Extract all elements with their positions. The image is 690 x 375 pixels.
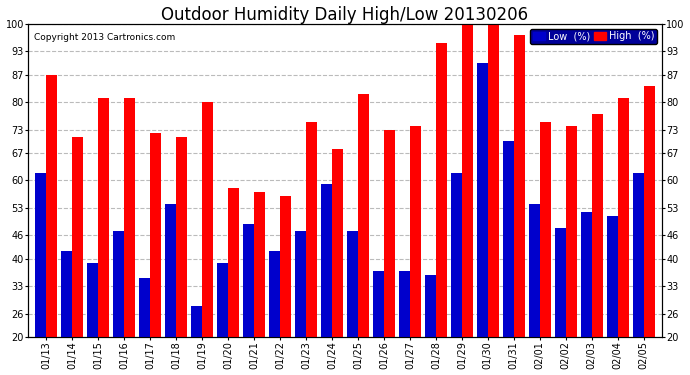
Bar [488,20,499,337]
Bar [618,98,629,337]
Bar [529,204,540,337]
Bar [436,44,447,337]
Bar [295,231,306,337]
Bar [477,63,488,337]
Bar [592,114,602,337]
Bar [373,271,384,337]
Bar [607,216,618,337]
Bar [165,204,176,337]
Bar [113,231,124,337]
Bar [254,192,265,337]
Bar [46,75,57,337]
Bar [347,231,358,337]
Bar [88,263,98,337]
Bar [566,126,577,337]
Bar [191,306,202,337]
Legend: Low  (%), High  (%): Low (%), High (%) [531,28,657,44]
Bar [35,172,46,337]
Bar [410,126,421,337]
Bar [217,263,228,337]
Bar [425,274,436,337]
Bar [124,98,135,337]
Bar [555,228,566,337]
Bar [202,102,213,337]
Bar [72,137,83,337]
Bar [228,188,239,337]
Bar [503,141,514,337]
Bar [581,212,592,337]
Bar [358,94,369,337]
Bar [540,122,551,337]
Bar [306,122,317,337]
Bar [176,137,187,337]
Bar [332,149,343,337]
Bar [633,172,644,337]
Bar [514,36,525,337]
Bar [451,172,462,337]
Bar [61,251,72,337]
Bar [269,251,280,337]
Bar [150,134,161,337]
Bar [399,271,410,337]
Bar [462,20,473,337]
Bar [321,184,332,337]
Text: Copyright 2013 Cartronics.com: Copyright 2013 Cartronics.com [34,33,176,42]
Bar [98,98,109,337]
Bar [384,129,395,337]
Bar [644,86,655,337]
Bar [280,196,291,337]
Bar [243,224,254,337]
Title: Outdoor Humidity Daily High/Low 20130206: Outdoor Humidity Daily High/Low 20130206 [161,6,529,24]
Bar [139,279,150,337]
